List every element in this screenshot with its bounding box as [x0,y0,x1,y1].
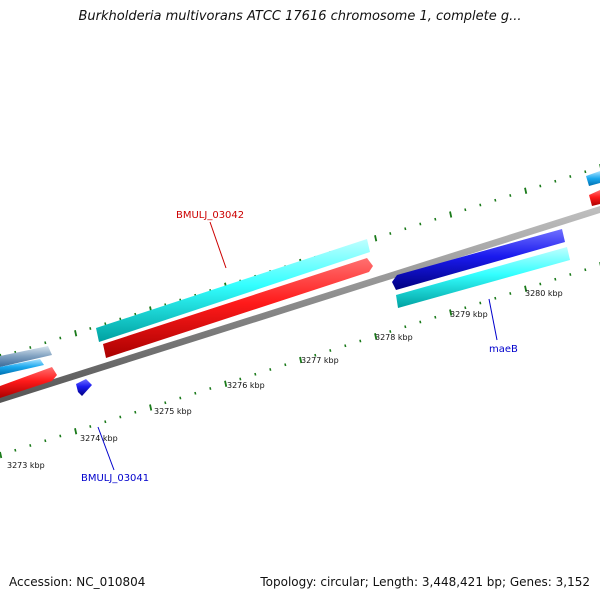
gene-small-blue [76,379,92,396]
scale-label: 3274 kbp [80,434,118,443]
scale-label: 3278 kbp [375,333,413,342]
tick-mark [359,339,362,343]
tick-mark [134,410,137,414]
tick-mark [89,425,92,428]
tick-mark [59,434,62,438]
tick-mark [104,322,107,326]
gene-right-red [589,190,600,206]
tick-mark [539,282,542,286]
tick-mark [404,325,407,329]
tick-mark [374,235,378,242]
tick-mark [374,333,378,340]
tick-mark [29,444,32,447]
tick-mark [569,273,572,276]
tick-mark [344,344,347,348]
tick-mark [104,420,107,424]
scale-label: 3276 kbp [227,381,265,390]
scale-label: 3277 kbp [301,356,339,365]
tick-mark [554,277,557,281]
gene-label-bmulj-03042: BMULJ_03042 [176,210,244,221]
tick-mark [29,346,32,349]
tick-mark [479,203,482,207]
tick-mark [179,396,182,400]
gene-left-grayblue [0,346,52,367]
gene-maeb-cds [396,247,570,308]
tick-marks [0,164,600,459]
tick-mark [464,208,467,212]
scale-label: 3279 kbp [450,310,488,319]
tick-mark [89,327,92,330]
tick-mark [419,222,422,226]
tick-mark [539,184,542,188]
tick-mark [509,292,512,295]
gene-label-bmulj-03041: BMULJ_03041 [81,473,149,484]
tick-mark [119,317,122,321]
tick-mark [254,372,257,376]
tick-mark [224,380,228,387]
tick-mark [554,179,557,183]
tick-mark [464,306,467,310]
gene-bmulj-03042 [103,258,373,358]
callout-line-bmulj-03041 [97,426,115,471]
tick-mark [479,301,482,305]
tick-mark [569,175,572,178]
tick-mark [494,296,497,300]
tick-mark [434,217,437,221]
scale-label: 3275 kbp [154,407,192,416]
tick-mark [449,309,453,316]
tick-mark [389,232,392,235]
callout-line-maeb [488,298,498,341]
tick-mark [209,387,212,390]
tick-mark [449,211,453,218]
tick-mark [524,187,528,194]
tick-mark [239,377,242,381]
tick-mark [389,330,392,333]
backbone-line [0,206,600,403]
tick-mark [194,391,197,395]
gene-bmulj-03042-cds [96,239,370,342]
tick-mark [14,448,17,452]
tick-mark [59,336,62,340]
tick-mark [269,368,272,371]
tick-mark [584,170,587,174]
tick-mark [74,330,78,337]
tick-mark [494,198,497,202]
tick-mark [434,315,437,319]
tick-mark [509,194,512,197]
tick-mark [404,227,407,231]
gene-left-sky [0,359,44,375]
tick-mark [329,349,332,352]
tick-mark [284,363,287,367]
tick-mark [164,401,167,405]
topology-info-text: Topology: circular; Length: 3,448,421 bp… [260,575,590,589]
map-title: Burkholderia multivorans ATCC 17616 chro… [78,9,522,24]
tick-mark [119,415,122,419]
tick-mark [44,341,47,345]
tick-mark [74,428,78,435]
tick-mark [419,320,422,324]
gene-maeb [392,229,565,290]
tick-mark [524,285,528,292]
scale-label: 3273 kbp [7,461,45,470]
tick-mark [584,268,587,272]
gene-label-maeb: maeB [489,344,518,355]
tick-mark [314,353,317,357]
gene-right-sky [586,171,600,186]
tick-mark [0,451,3,459]
callout-line-bmulj-03042 [209,221,227,269]
accession-text: Accession: NC_010804 [9,575,146,589]
gene-left-red [0,367,57,398]
tick-mark [44,439,47,443]
scale-label: 3280 kbp [525,289,563,298]
tick-mark [299,356,303,364]
tick-mark [149,404,153,411]
